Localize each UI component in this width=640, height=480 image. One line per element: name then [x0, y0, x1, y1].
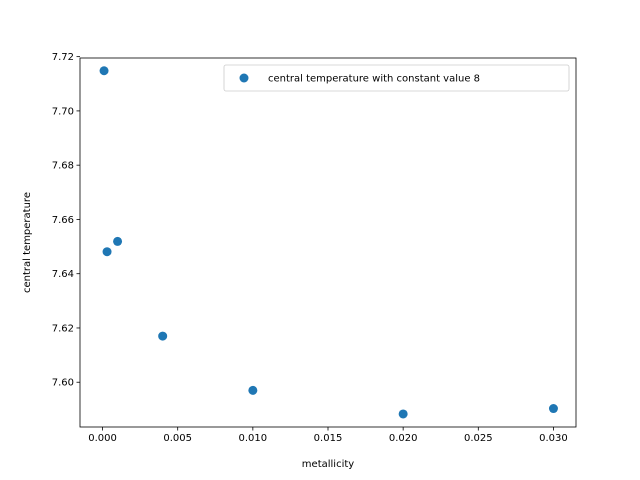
x-tick-label: 0.000: [88, 433, 117, 444]
data-point: [113, 236, 123, 246]
data-point: [158, 331, 168, 341]
x-tick-label: 0.005: [163, 433, 192, 444]
data-point: [398, 409, 408, 419]
data-point: [248, 385, 258, 395]
y-tick-label: 7.72: [52, 52, 74, 63]
legend-label: central temperature with constant value …: [268, 74, 480, 85]
x-tick-label: 0.010: [239, 433, 268, 444]
x-tick-label: 0.020: [389, 433, 418, 444]
y-tick-label: 7.64: [52, 269, 74, 280]
legend: central temperature with constant value …: [223, 64, 570, 92]
y-tick-label: 7.60: [52, 378, 74, 389]
data-point: [548, 404, 558, 414]
y-tick-label: 7.68: [52, 161, 74, 172]
x-axis-label: metallicity: [302, 459, 354, 470]
x-tick-label: 0.030: [539, 433, 568, 444]
data-point: [102, 247, 112, 257]
y-tick-label: 7.62: [52, 323, 74, 334]
y-axis-label: central temperature: [22, 192, 33, 293]
plot-frame: [79, 57, 577, 428]
x-tick-label: 0.025: [464, 433, 493, 444]
x-tick-label: 0.015: [314, 433, 343, 444]
data-point: [99, 66, 109, 76]
data-points: [99, 66, 558, 419]
x-axis-ticks: 0.000 0.005 0.010 0.015 0.020 0.025 0.030: [88, 427, 568, 444]
legend-box: [223, 64, 570, 92]
legend-marker: [239, 73, 249, 83]
y-axis-ticks: 7.60 7.62 7.64 7.66 7.68 7.70 7.72: [52, 52, 80, 389]
y-tick-label: 7.66: [52, 215, 74, 226]
y-tick-label: 7.70: [52, 106, 74, 117]
